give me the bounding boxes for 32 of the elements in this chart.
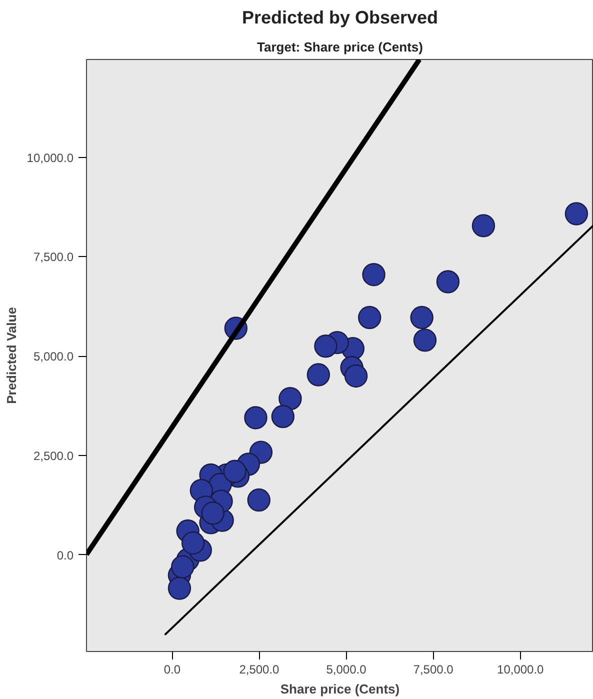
point	[344, 364, 368, 388]
y-tick-label: 0.0	[56, 548, 74, 562]
x-axis-title: Share price (Cents)	[280, 682, 400, 696]
point	[362, 263, 386, 286]
point	[358, 306, 382, 330]
point	[168, 576, 192, 600]
point	[314, 334, 338, 358]
chart-subtitle: Target: Share price (Cents)	[257, 40, 423, 54]
x-tick-label: 7,500.0	[413, 662, 454, 676]
x-tick-label: 10,000.0	[497, 662, 544, 676]
point	[413, 328, 437, 352]
point	[181, 531, 205, 555]
x-tick-label: 2,500.0	[239, 662, 280, 676]
y-axis-title: Predicted Value	[4, 307, 19, 404]
y-tick-label: 10,000.0	[26, 150, 74, 165]
point	[472, 214, 496, 238]
point	[247, 488, 270, 512]
point	[244, 406, 268, 430]
x-tick-label: 0.0	[164, 662, 181, 676]
y-tick-label: 2,500.0	[33, 448, 74, 463]
chart-title: Predicted by Observed	[242, 8, 438, 28]
x-tick-label: 5,000.0	[326, 662, 367, 676]
point	[436, 270, 460, 294]
point	[201, 502, 224, 525]
y-tick-label: 7,500.0	[33, 250, 74, 264]
point	[278, 387, 302, 410]
point	[410, 306, 434, 330]
y-tick-label: 5,000.0	[33, 350, 74, 364]
point	[271, 404, 294, 428]
point	[564, 202, 588, 226]
point	[171, 555, 194, 578]
point	[306, 363, 330, 386]
